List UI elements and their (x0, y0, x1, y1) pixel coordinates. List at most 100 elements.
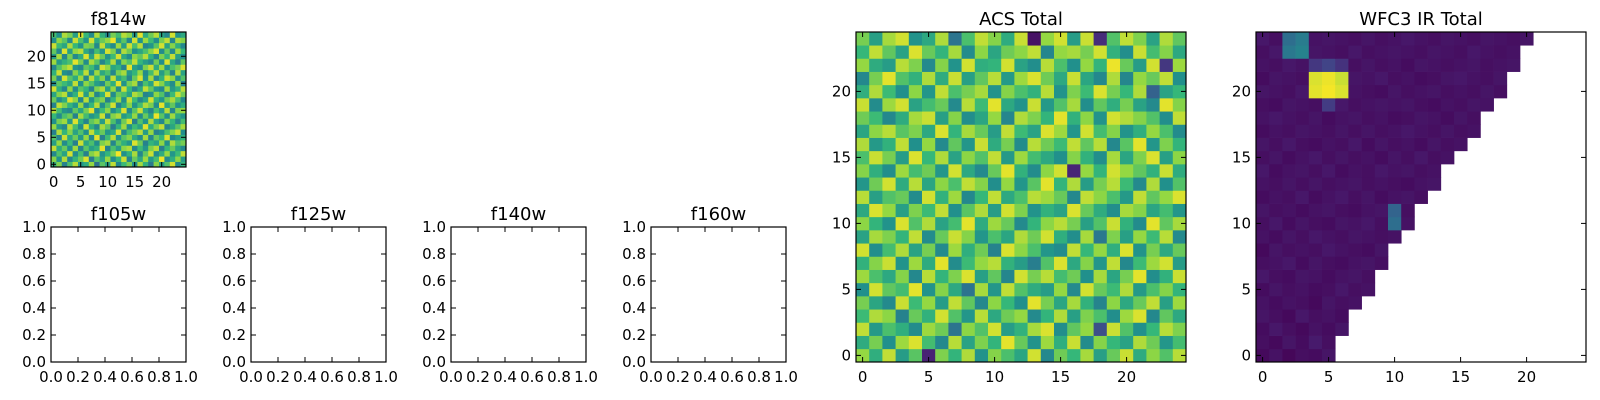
heatmap-cell (1282, 58, 1296, 72)
heatmap-cell (1120, 282, 1134, 297)
heatmap-cell (856, 335, 870, 350)
heatmap-cell (115, 53, 122, 60)
heatmap-cell (1093, 124, 1108, 138)
heatmap-cell (1093, 137, 1108, 152)
heatmap-cell (856, 45, 870, 59)
heatmap-cell (99, 69, 106, 76)
heatmap-cell (922, 216, 936, 231)
heatmap-cell (1374, 137, 1389, 152)
heatmap-cell (856, 177, 870, 191)
heatmap-cell (115, 48, 122, 54)
heatmap-cell (110, 134, 117, 141)
heatmap-cell (1106, 296, 1121, 310)
heatmap-cell (869, 243, 883, 257)
heatmap-cell (1440, 137, 1455, 152)
heatmap-cell (56, 140, 63, 146)
heatmap-cell (78, 86, 84, 92)
heatmap-cell (1295, 322, 1310, 336)
heatmap-cell (935, 58, 949, 72)
heatmap-cell (935, 230, 949, 244)
heatmap-cell (1454, 84, 1468, 99)
heatmap-cell (869, 203, 883, 218)
heatmap-cell (1080, 309, 1094, 323)
heatmap-cell (1146, 84, 1160, 99)
heatmap-cell (1295, 348, 1310, 363)
heatmap-cell (895, 230, 910, 244)
heatmap-cell (1427, 32, 1442, 46)
y-tick-label: 5 (1241, 280, 1251, 298)
heatmap-cell (1295, 203, 1310, 218)
heatmap-cell (169, 48, 176, 54)
heatmap-cell (88, 59, 95, 65)
heatmap-cell (935, 150, 949, 165)
heatmap-cell (1106, 45, 1121, 59)
heatmap-cell (1388, 216, 1402, 231)
heatmap-cell (99, 96, 106, 103)
heatmap-cell (1493, 45, 1508, 59)
heatmap-cell (1106, 216, 1121, 231)
heatmap-cell (67, 123, 73, 130)
heatmap-cell (1348, 150, 1362, 165)
heatmap-cell (137, 140, 144, 146)
x-tick-label: 0.8 (747, 368, 771, 386)
heatmap-cell (88, 53, 95, 60)
y-tick-label: 20 (832, 82, 851, 100)
heatmap-cell (961, 164, 976, 178)
heatmap-cell (142, 113, 149, 119)
x-tick-label: 0.2 (466, 368, 490, 386)
heatmap-cell (180, 32, 187, 38)
heatmap-cell (895, 322, 910, 336)
heatmap-cell (56, 161, 63, 168)
heatmap-cell (908, 322, 923, 336)
heatmap-cell (961, 282, 976, 297)
heatmap-cell (882, 309, 896, 323)
heatmap-cell (856, 282, 870, 297)
heatmap-cell (1388, 71, 1402, 86)
heatmap-cell (1040, 98, 1055, 112)
heatmap-cell (1335, 296, 1349, 310)
heatmap-cell (922, 282, 936, 297)
heatmap-cell (882, 348, 896, 363)
heatmap-cell (922, 124, 936, 138)
heatmap-cell (869, 309, 883, 323)
heatmap-cell (1269, 58, 1283, 72)
heatmap-cell (56, 69, 63, 76)
heatmap-cell (78, 69, 84, 76)
heatmap-cell (94, 118, 100, 125)
heatmap-cell (175, 129, 181, 135)
heatmap-cell (159, 48, 165, 54)
heatmap-cell (1120, 177, 1134, 191)
heatmap-cell (974, 335, 989, 350)
x-tick-label: 0.8 (547, 368, 571, 386)
heatmap-cell (1348, 296, 1362, 310)
x-tick-label: 0.6 (320, 368, 344, 386)
heatmap-cell (175, 96, 181, 103)
heatmap-cell (148, 48, 154, 54)
heatmap-cell (1467, 45, 1481, 59)
heatmap-cell (1414, 58, 1428, 72)
heatmap-cell (988, 124, 1002, 138)
heatmap-cell (869, 230, 883, 244)
heatmap-cell (1146, 269, 1160, 284)
heatmap-cell (935, 84, 949, 99)
heatmap-cell (974, 256, 989, 270)
heatmap-cell (1054, 164, 1068, 178)
heatmap-cell (164, 69, 171, 76)
heatmap-cell (1308, 32, 1323, 46)
heatmap-cell (1054, 32, 1068, 46)
heatmap-cell (67, 48, 73, 54)
heatmap-cell (78, 37, 84, 44)
heatmap-cell (1120, 296, 1134, 310)
heatmap-cell (99, 107, 106, 114)
heatmap-cell (1322, 190, 1336, 204)
heatmap-cell (137, 123, 144, 130)
heatmap-cell (56, 150, 63, 157)
heatmap-cell (1282, 348, 1296, 363)
heatmap-cell (99, 123, 106, 130)
heatmap-cell (1159, 203, 1174, 218)
axes-frame (50, 226, 187, 363)
heatmap-cell (1322, 71, 1336, 86)
heatmap-cell (1282, 190, 1296, 204)
heatmap-cell (856, 71, 870, 86)
heatmap-cell (99, 156, 106, 162)
